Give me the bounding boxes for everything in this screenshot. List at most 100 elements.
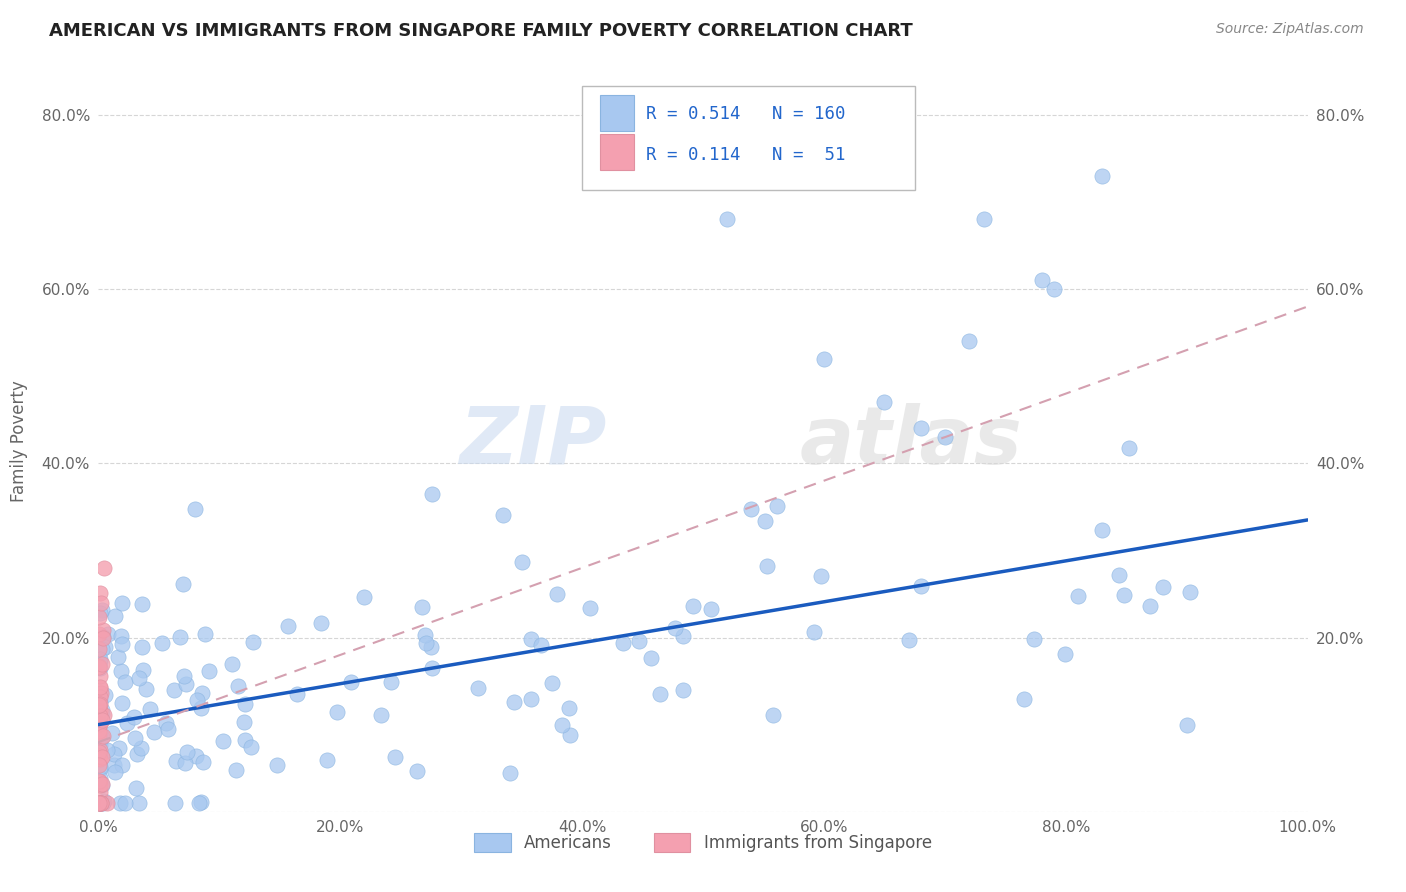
Point [188, 796, 211, 810]
Point [135, 681, 157, 696]
Point [420, 661, 443, 675]
Point [309, 615, 332, 630]
Point [165, 755, 187, 769]
Point [491, 508, 513, 522]
Point [111, 596, 134, 610]
Point [96, 796, 118, 810]
Point [1112, 588, 1135, 602]
Point [520, 632, 543, 647]
Point [104, 608, 127, 623]
Point [1108, 568, 1130, 582]
Point [87, 718, 110, 732]
Point [89, 796, 111, 810]
Point [910, 421, 932, 435]
Point [87, 641, 110, 656]
Point [174, 756, 197, 770]
Text: atlas: atlas [800, 402, 1022, 481]
Point [89, 606, 111, 620]
Point [156, 722, 179, 736]
Point [89, 706, 111, 720]
Point [640, 651, 662, 665]
Point [172, 577, 194, 591]
Point [103, 758, 125, 772]
Point [90, 596, 112, 610]
Point [700, 602, 723, 616]
Point [194, 626, 217, 640]
Point [89, 703, 111, 717]
Point [226, 679, 249, 693]
Point [91, 706, 114, 721]
Point [174, 677, 197, 691]
Point [114, 796, 136, 810]
Point [89, 651, 111, 665]
Point [1031, 273, 1053, 287]
Point [111, 638, 134, 652]
Point [957, 334, 980, 349]
Point [384, 750, 406, 764]
Point [1091, 523, 1114, 537]
Point [122, 710, 145, 724]
Point [132, 663, 155, 677]
Point [326, 705, 349, 719]
Point [191, 686, 214, 700]
Point [266, 758, 288, 772]
Point [101, 725, 124, 739]
Point [163, 683, 186, 698]
Point [502, 695, 524, 709]
Point [110, 664, 132, 678]
Bar [600, 95, 634, 130]
Point [104, 765, 127, 780]
Point [558, 701, 581, 715]
Point [89, 610, 111, 624]
Point [87, 796, 110, 810]
Point [89, 695, 111, 709]
Point [89, 742, 111, 756]
Point [89, 752, 111, 766]
Point [90, 642, 112, 657]
Point [131, 597, 153, 611]
Point [716, 212, 738, 227]
Point [578, 600, 600, 615]
Point [89, 661, 111, 675]
Legend: Americans, Immigrants from Singapore: Americans, Immigrants from Singapore [468, 826, 938, 859]
Point [934, 430, 956, 444]
Point [91, 630, 114, 644]
Point [128, 671, 150, 685]
Point [89, 796, 111, 810]
Point [499, 765, 522, 780]
Point [973, 212, 995, 227]
Point [419, 640, 441, 654]
Point [766, 499, 789, 513]
Point [315, 754, 337, 768]
Point [380, 675, 402, 690]
Point [89, 681, 111, 696]
Point [910, 578, 932, 592]
Point [762, 707, 785, 722]
Point [91, 731, 114, 745]
Point [873, 395, 896, 409]
Point [405, 764, 427, 778]
Point [129, 741, 152, 756]
Point [115, 715, 138, 730]
Point [672, 629, 695, 643]
Point [415, 636, 437, 650]
Point [131, 640, 153, 654]
Point [340, 675, 363, 690]
Point [89, 585, 111, 599]
Point [91, 777, 114, 791]
Point [163, 796, 186, 810]
Point [91, 657, 114, 671]
Point [87, 659, 110, 673]
Point [664, 621, 686, 635]
Point [91, 750, 114, 764]
Point [1042, 282, 1064, 296]
Point [143, 725, 166, 739]
Point [353, 591, 375, 605]
Point [89, 785, 111, 799]
Point [287, 687, 309, 701]
Text: AMERICAN VS IMMIGRANTS FROM SINGAPORE FAMILY POVERTY CORRELATION CHART: AMERICAN VS IMMIGRANTS FROM SINGAPORE FA… [49, 22, 912, 40]
Point [89, 680, 111, 694]
Point [813, 351, 835, 366]
Point [87, 749, 110, 764]
Point [87, 716, 110, 731]
